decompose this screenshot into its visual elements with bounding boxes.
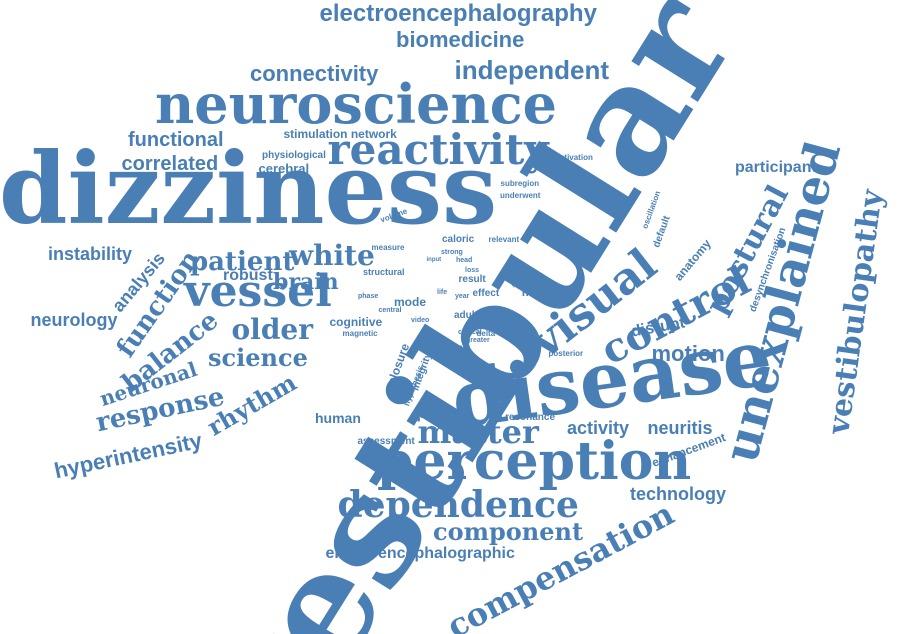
word-correlated: correlated <box>121 153 219 175</box>
word-dizziness: dizziness <box>0 132 498 247</box>
word-structural: structural <box>363 266 405 277</box>
word-clinical: clinical <box>458 328 482 336</box>
word-assessment: assessment <box>357 436 415 447</box>
word-brain: brain <box>273 269 339 295</box>
word-human: human <box>315 410 361 426</box>
word-activity: activity <box>567 418 630 438</box>
word-activation: activation <box>555 153 593 162</box>
word-subregion: subregion <box>500 179 540 188</box>
word-posterior: posterior <box>548 349 584 358</box>
word-central: central <box>378 306 402 314</box>
word-instability: instability <box>48 244 133 264</box>
word-cognitive: cognitive <box>329 315 383 329</box>
word-measure: measure <box>371 243 405 252</box>
word-loss: loss <box>465 266 480 274</box>
word-phase: phase <box>358 292 379 300</box>
word-reactivity: reactivity <box>327 125 549 174</box>
word-electroencephalographic: electroencephalographic <box>325 545 515 562</box>
word-science: science <box>208 343 308 372</box>
word-result: result <box>458 274 486 285</box>
word-cerebral: cerebral <box>258 160 310 176</box>
word-adult: adult <box>454 310 478 321</box>
word-functional: functional <box>128 129 224 151</box>
word-greater: greater <box>466 336 490 344</box>
word-physiological: physiological <box>262 150 326 161</box>
word-neuroscience: neuroscience <box>155 72 557 136</box>
word-frontal: frontal <box>521 285 559 299</box>
word-participant: participant <box>735 159 817 176</box>
word-delta: delta <box>476 329 496 338</box>
word-white: white <box>289 239 375 272</box>
word-motion: motion <box>651 341 725 366</box>
word-hyperintensity: hyperintensity <box>51 427 205 484</box>
word-strong: strong <box>441 248 463 256</box>
word-connectivity: connectivity <box>250 61 379 86</box>
word-impulse: impulse <box>437 343 468 352</box>
word-robust: robust <box>223 267 273 284</box>
word-patient: patient <box>190 247 295 277</box>
word-dependence: dependence <box>337 484 579 526</box>
word-caloric: caloric <box>442 234 475 245</box>
word-neuritis: neuritis <box>647 418 713 438</box>
word-independent: independent <box>454 55 610 85</box>
word-input: input <box>426 257 442 263</box>
word-vestibulopathy: vestibulopathy <box>821 187 891 437</box>
word-neurology: neurology <box>30 310 118 330</box>
word-electroencephalography: electroencephalography <box>319 0 597 27</box>
word-relevant: relevant <box>488 235 520 244</box>
word-life: life <box>437 288 448 296</box>
word-year: year <box>455 292 470 300</box>
word-effect: effect <box>472 288 500 299</box>
word-power: power <box>416 405 464 422</box>
word-biomedicine: biomedicine <box>396 27 525 52</box>
word-magnetic: magnetic <box>342 329 378 338</box>
word-component: component <box>433 517 584 546</box>
word-vessel: vessel <box>184 266 332 317</box>
word-technology: technology <box>630 484 727 504</box>
word-video: video <box>411 316 430 324</box>
word-underwent: underwent <box>500 191 541 200</box>
word-perception: perception <box>377 431 692 492</box>
word-older: older <box>231 313 313 346</box>
word-resonance: resonance <box>505 412 556 423</box>
word-matter: matter <box>417 413 539 451</box>
word-stimulation-network: stimulation network <box>283 127 397 141</box>
word-mode: mode <box>394 295 427 309</box>
word-head: head <box>456 256 473 264</box>
